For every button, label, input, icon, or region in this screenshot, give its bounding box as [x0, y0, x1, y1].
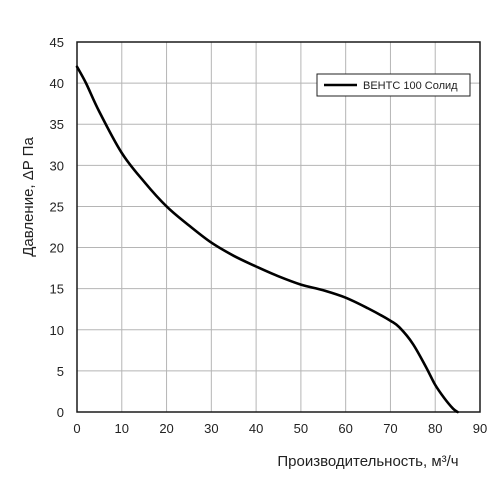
x-axis-label: Производительность, м³/ч [277, 453, 458, 470]
series-line [75, 65, 459, 414]
x-tick-label: 60 [338, 421, 352, 436]
y-tick-label: 20 [50, 241, 64, 256]
x-tick-label: 50 [294, 421, 308, 436]
x-tick-label: 40 [249, 421, 263, 436]
y-tick-label: 0 [57, 405, 64, 420]
y-tick-label: 10 [50, 323, 64, 338]
x-tick-label: 90 [473, 421, 487, 436]
x-tick-label: 10 [115, 421, 129, 436]
legend-label: ВЕНТС 100 Солид [363, 80, 458, 92]
y-axis-label: Давление, ΔP Па [20, 137, 37, 257]
y-tick-label: 5 [57, 364, 64, 379]
y-tick-labels: 0 5 10 15 20 25 30 35 40 45 [50, 35, 64, 420]
legend-box [316, 73, 471, 97]
x-tick-labels: 0 10 20 30 40 50 60 70 80 90 [73, 421, 487, 436]
legend: ВЕНТС 100 Солид [316, 73, 471, 97]
x-tick-label: 70 [383, 421, 397, 436]
y-tick-label: 45 [50, 35, 64, 50]
y-tick-label: 15 [50, 282, 64, 297]
y-tick-label: 25 [50, 199, 64, 214]
series-lines [75, 65, 459, 414]
y-tick-label: 30 [50, 158, 64, 173]
x-tick-label: 0 [73, 421, 80, 436]
x-tick-label: 80 [428, 421, 442, 436]
y-tick-label: 35 [50, 117, 64, 132]
x-tick-label: 20 [159, 421, 173, 436]
y-tick-label: 40 [50, 76, 64, 91]
plot-frame [76, 41, 481, 413]
x-tick-label: 30 [204, 421, 218, 436]
